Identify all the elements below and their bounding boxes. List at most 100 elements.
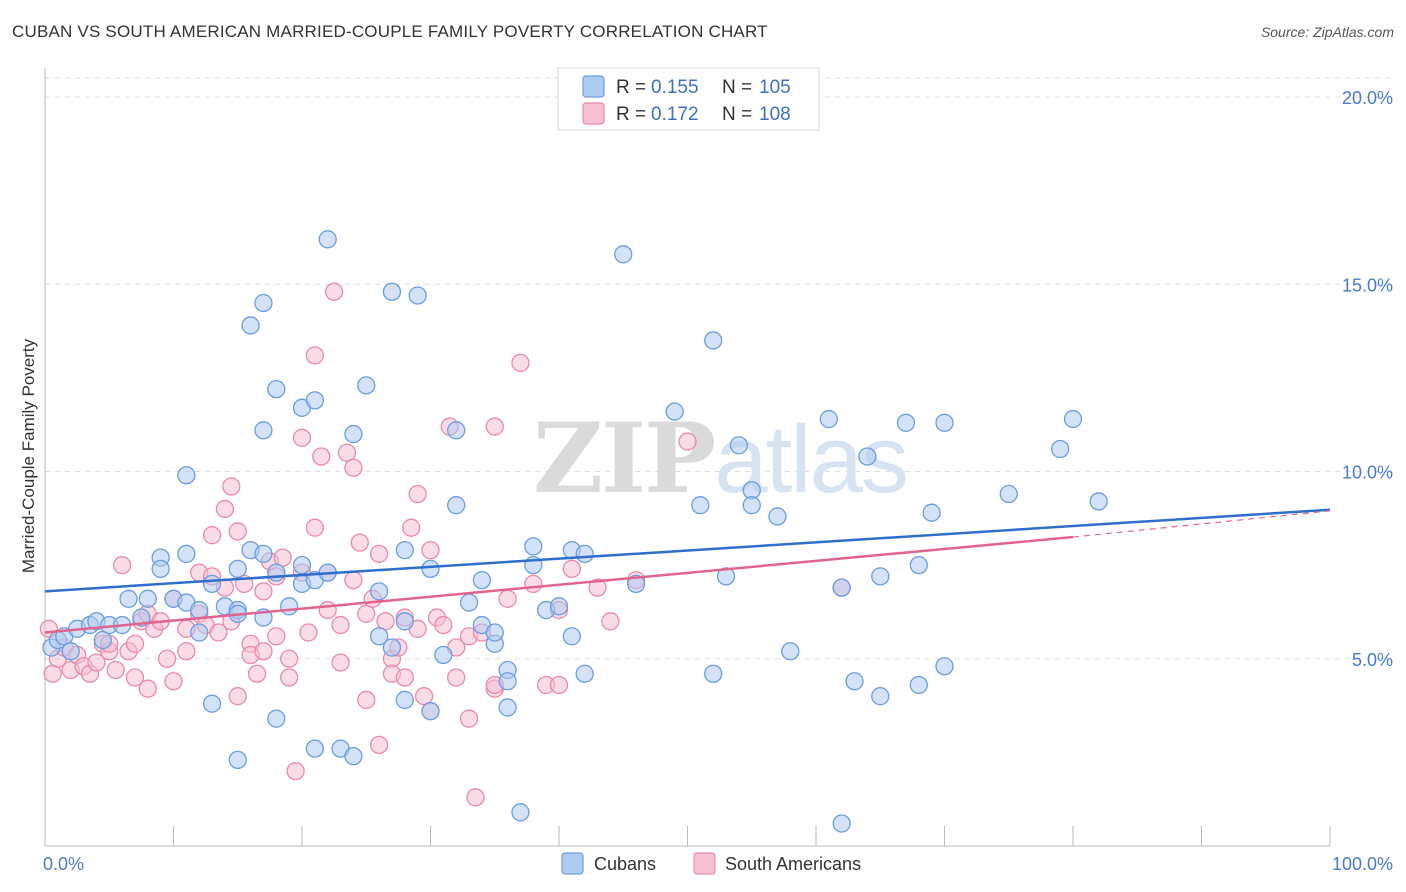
cuban-point	[267, 563, 286, 582]
south-american-point	[402, 518, 421, 537]
y-tick-label: 15.0%	[1342, 275, 1393, 295]
south-american-point	[511, 353, 530, 373]
south-american-point	[434, 615, 453, 635]
cuban-point	[614, 245, 633, 264]
watermark: ZIPatlas	[533, 402, 907, 515]
south-american-point	[125, 634, 145, 653]
cuban-point	[691, 496, 710, 515]
legend-n-label: N =	[722, 77, 752, 98]
south-american-point	[222, 477, 241, 496]
cuban-point	[562, 627, 581, 646]
south-american-point	[279, 668, 299, 687]
cuban-point	[254, 421, 273, 440]
south-american-point	[254, 582, 273, 601]
cubans-points	[42, 230, 1108, 833]
south-american-point	[459, 709, 479, 728]
cuban-point	[858, 447, 877, 466]
south-american-point	[466, 788, 485, 807]
cuban-point	[1051, 439, 1070, 459]
y-axis-label: Married-Couple Family Poverty	[19, 338, 38, 573]
cuban-point	[626, 574, 646, 593]
y-tick-label: 10.0%	[1342, 463, 1393, 483]
cuban-point	[318, 230, 337, 249]
cuban-point	[1089, 492, 1108, 511]
south-american-point	[331, 653, 350, 672]
cuban-point	[267, 379, 286, 399]
south-americans-points	[39, 282, 851, 807]
cuban-point	[202, 574, 222, 593]
cuban-point	[524, 537, 543, 556]
south-american-point	[369, 544, 389, 564]
south-american-point	[485, 417, 504, 436]
cubans-trend-line	[44, 508, 1331, 593]
cuban-point	[241, 316, 260, 335]
south-americans-trend-line	[44, 535, 1074, 634]
cuban-point	[922, 503, 941, 522]
top-legend: R = 0.155 N = 105 R = 0.172 N = 108	[557, 67, 820, 131]
cuban-point	[421, 702, 440, 721]
cuban-point	[202, 694, 222, 713]
y-tick-label: 20.0%	[1342, 88, 1393, 108]
cuban-point	[344, 746, 363, 766]
cuban-point	[768, 507, 787, 526]
south-american-point	[312, 447, 331, 466]
cuban-point	[729, 436, 749, 455]
south-american-point	[331, 615, 350, 635]
cuban-point	[408, 286, 427, 305]
south-american-point	[678, 432, 697, 451]
south-american-point	[305, 518, 325, 537]
south-american-point	[286, 761, 305, 781]
legend-n-value: 108	[759, 104, 791, 125]
cuban-point	[369, 582, 389, 601]
cuban-point	[511, 803, 530, 822]
south-american-point	[125, 668, 145, 687]
south-american-point	[324, 282, 344, 301]
south-american-point	[549, 675, 569, 695]
cuban-point	[935, 657, 954, 676]
cuban-point	[228, 750, 247, 770]
south-american-point	[299, 623, 318, 642]
south-american-point	[164, 672, 183, 691]
south-american-point	[524, 574, 543, 593]
cuban-point	[549, 597, 569, 616]
cuban-point	[395, 612, 414, 631]
cuban-point	[665, 402, 684, 421]
cuban-point	[716, 567, 736, 586]
south-american-point	[344, 458, 363, 477]
source-label: Source: ZipAtlas.com	[1260, 24, 1394, 40]
cuban-point	[845, 672, 864, 691]
cuban-point	[421, 559, 440, 579]
cuban-point	[357, 376, 376, 395]
cuban-point	[575, 664, 594, 683]
tick-labels: 5.0% 10.0% 15.0% 20.0% 0.0% 100.0%	[43, 88, 1393, 874]
south-american-point	[350, 533, 369, 552]
legend-n-value: 105	[759, 77, 791, 98]
cuban-point	[447, 496, 466, 515]
south-american-point	[292, 428, 312, 447]
bottom-legend-south-americans: South Americans	[725, 854, 861, 874]
cuban-point	[832, 578, 851, 597]
bottom-swatch-south-americans	[693, 852, 716, 875]
cuban-point	[190, 600, 209, 620]
cuban-point	[190, 623, 209, 642]
cuban-point	[254, 544, 273, 564]
legend-swatch-south-americans	[582, 102, 605, 125]
south-american-point	[202, 526, 222, 545]
south-american-point	[447, 668, 466, 687]
south-american-point	[254, 642, 273, 661]
cuban-point	[485, 623, 504, 642]
legend-r-label: R =	[616, 104, 646, 125]
south-american-point	[267, 627, 286, 646]
cuban-point	[434, 645, 453, 665]
south-american-point	[305, 346, 325, 365]
south-american-point	[318, 600, 337, 620]
legend-n-label: N =	[722, 104, 752, 125]
cuban-point	[742, 496, 761, 515]
cuban-point	[909, 675, 928, 695]
cuban-point	[292, 555, 312, 575]
chart-title: CUBAN VS SOUTH AMERICAN MARRIED-COUPLE F…	[12, 22, 768, 41]
cuban-point	[498, 672, 517, 691]
x-tick-label: 0.0%	[43, 854, 84, 874]
south-american-point	[215, 499, 235, 519]
cuban-point	[832, 814, 851, 833]
